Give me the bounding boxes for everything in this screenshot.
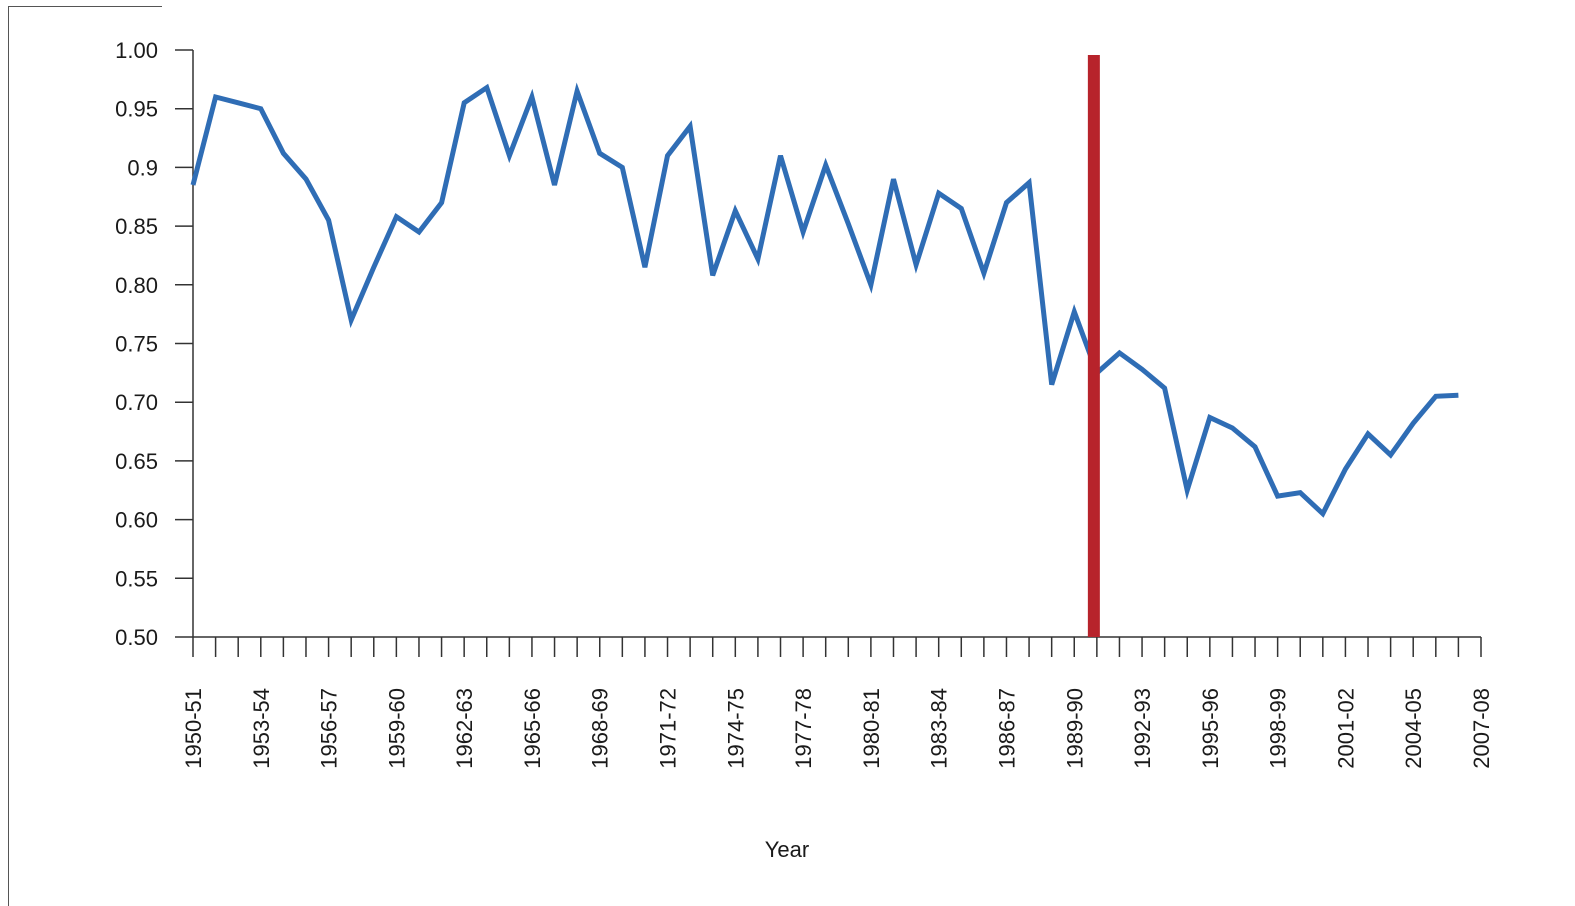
frame-top-border bbox=[8, 6, 162, 7]
marker-layer bbox=[1087, 55, 1100, 637]
x-tick-label: 1974-75 bbox=[723, 688, 748, 769]
x-tick-label: 2004-05 bbox=[1401, 688, 1426, 769]
y-tick-label: 1.00 bbox=[115, 38, 158, 63]
x-tick-label: 1992-93 bbox=[1130, 688, 1155, 769]
y-tick-label: 0.50 bbox=[115, 625, 158, 650]
y-tick-label: 0.75 bbox=[115, 332, 158, 357]
y-tick-label: 0.60 bbox=[115, 508, 158, 533]
x-tick-label: 1977-78 bbox=[791, 688, 816, 769]
y-tick-label: 0.80 bbox=[115, 273, 158, 298]
x-tick-label: 1998-99 bbox=[1266, 688, 1291, 769]
x-tick-label: 1980-81 bbox=[859, 688, 884, 769]
x-tick-label: 1995-96 bbox=[1198, 688, 1223, 769]
x-tick-label: 1983-84 bbox=[927, 688, 952, 769]
x-axis: 1950-51 1953-54 1956-57 1959-60 1962-63 1965-… bbox=[181, 636, 1494, 769]
x-axis-title: Year bbox=[765, 837, 809, 862]
x-tick-label: 1956-57 bbox=[317, 688, 342, 769]
series-line bbox=[190, 82, 1459, 518]
x-tick-label: 1953-54 bbox=[249, 688, 274, 769]
x-tick-label: 1971-72 bbox=[656, 688, 681, 769]
x-tick-label: 1959-60 bbox=[384, 688, 409, 769]
marker-bar bbox=[1087, 55, 1100, 637]
y-tick-label: 0.55 bbox=[115, 566, 158, 591]
x-tick-label: 1950-51 bbox=[181, 688, 206, 769]
x-tick-label: 1962-63 bbox=[452, 688, 477, 769]
y-tick-label: 0.70 bbox=[115, 390, 158, 415]
series-layer bbox=[190, 82, 1459, 518]
y-tick-label: 0.85 bbox=[115, 214, 158, 239]
y-tick-label: 0.9 bbox=[127, 155, 158, 180]
frame-left-border bbox=[8, 6, 9, 906]
y-axis: 0.50 0.55 0.60 0.65 0.70 0.75 0.80 0.85 0.9 0.95 1… bbox=[115, 38, 194, 650]
x-tick-label: 1965-66 bbox=[520, 688, 545, 769]
x-tick-label: 2001-02 bbox=[1333, 688, 1358, 769]
y-tick-label: 0.95 bbox=[115, 97, 158, 122]
x-tick-label: 1989-90 bbox=[1062, 688, 1087, 769]
x-tick-label: 2007-08 bbox=[1469, 688, 1494, 769]
x-tick-label: 1968-69 bbox=[588, 688, 613, 769]
y-tick-label: 0.65 bbox=[115, 449, 158, 474]
x-tick-label: 1986-87 bbox=[994, 688, 1019, 769]
